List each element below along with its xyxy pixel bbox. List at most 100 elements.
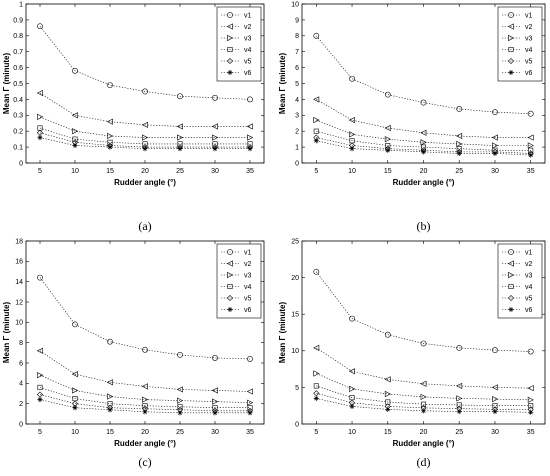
- legend-box: [216, 6, 262, 82]
- data-point-v2: [141, 383, 148, 390]
- legend-label-v3: v3: [244, 273, 252, 280]
- legend-marker-v4: [508, 283, 514, 290]
- legend-box: [497, 6, 543, 82]
- legend-marker-v1: [508, 12, 514, 18]
- legend-label-v6: v6: [244, 307, 252, 314]
- x-tick-label: 5: [314, 429, 318, 436]
- x-tick-label: 10: [348, 429, 356, 436]
- x-tick-label: 15: [106, 168, 114, 175]
- series-line-v3: [316, 373, 531, 401]
- data-point-v4: [456, 402, 462, 408]
- legend-label-v6: v6: [525, 70, 533, 77]
- data-point-v6: [142, 146, 148, 152]
- panel-caption: (d): [417, 455, 431, 469]
- x-tick-label: 35: [527, 168, 535, 175]
- data-point-v6: [313, 395, 319, 401]
- data-point-v2: [211, 387, 218, 394]
- data-point-v2: [71, 112, 78, 119]
- data-point-v4: [72, 136, 78, 142]
- legend-label-v2: v2: [244, 261, 252, 268]
- data-point-v1: [313, 268, 320, 275]
- data-point-v6: [72, 142, 78, 149]
- y-tick-label: 5: [295, 81, 299, 88]
- data-point-v2: [246, 388, 253, 395]
- data-point-v1: [37, 23, 43, 30]
- data-point-v1: [492, 347, 498, 353]
- legend-label-v1: v1: [525, 13, 533, 20]
- data-point-v3: [247, 134, 254, 141]
- data-point-v1: [349, 315, 355, 322]
- y-tick-label: 1: [295, 145, 299, 152]
- legend-label-v2: v2: [525, 261, 533, 268]
- data-point-v2: [348, 116, 355, 124]
- legend-label-v4: v4: [244, 284, 252, 291]
- legend-label-v1: v1: [244, 13, 252, 20]
- x-tick-label: 35: [246, 168, 254, 175]
- data-point-v6: [492, 408, 498, 415]
- legend-label-v4: v4: [244, 47, 252, 54]
- data-point-v3: [142, 134, 149, 141]
- series-line-v4: [39, 127, 250, 145]
- data-point-v3: [456, 140, 463, 148]
- legend-label-v2: v2: [525, 24, 533, 31]
- x-tick-label: 30: [491, 168, 499, 175]
- data-point-v3: [456, 395, 463, 402]
- x-tick-label: 20: [141, 429, 149, 436]
- data-point-v3: [72, 387, 79, 394]
- legend: v1 v2 v3 v4 v5 v6: [216, 6, 262, 82]
- legend-marker-v6: [227, 306, 233, 313]
- legend-marker-v1: [227, 12, 233, 18]
- data-point-v6: [456, 150, 462, 157]
- data-point-v2: [141, 121, 148, 128]
- data-point-v1: [420, 340, 427, 347]
- data-point-v2: [348, 368, 355, 375]
- y-tick-label: 0.5: [13, 81, 23, 88]
- chart-panel-d: 0 5 10 15 20 25 5 10 15 20 25 30 35 Rudder angle (°) M…: [278, 238, 546, 469]
- x-tick-label: 30: [211, 429, 219, 436]
- data-point-v2: [420, 380, 427, 387]
- data-point-v1: [142, 88, 148, 95]
- legend-label-v5: v5: [244, 59, 252, 66]
- legend-marker-v1: [227, 249, 233, 255]
- series-line-v4: [316, 385, 531, 407]
- data-point-v6: [349, 403, 355, 410]
- data-point-v6: [385, 147, 391, 153]
- y-tick-label: 15: [291, 312, 299, 319]
- data-point-v2: [211, 123, 218, 130]
- x-tick-label: 25: [176, 168, 184, 175]
- legend-label-v6: v6: [525, 307, 533, 314]
- legend-box: [497, 243, 543, 319]
- series-line-v2: [39, 350, 251, 392]
- y-tick-label: 10: [15, 320, 23, 327]
- x-axis-label: Rudder angle (°): [114, 439, 176, 448]
- x-tick-label: 5: [38, 168, 42, 175]
- data-point-v2: [106, 118, 113, 125]
- legend-marker-v3: [508, 271, 515, 279]
- data-point-v6: [37, 134, 43, 141]
- series-line-v1: [39, 26, 251, 100]
- series-v3: [313, 116, 534, 149]
- data-point-v4: [37, 384, 43, 390]
- data-point-v1: [349, 75, 355, 82]
- series-v1: [37, 23, 253, 103]
- y-tick-label: 14: [15, 279, 23, 286]
- data-point-v2: [491, 134, 498, 141]
- x-tick-label: 15: [384, 168, 392, 175]
- x-tick-label: 25: [455, 168, 463, 175]
- y-tick-label: 0: [19, 421, 23, 428]
- legend-label-v5: v5: [525, 59, 533, 66]
- x-axis-label: Rudder angle (°): [114, 178, 176, 187]
- data-point-v1: [107, 82, 113, 88]
- x-tick-label: 25: [176, 429, 184, 436]
- legend-marker-v2: [226, 260, 233, 267]
- y-tick-label: 4: [19, 381, 23, 388]
- data-point-v6: [177, 410, 183, 416]
- data-point-v2: [527, 385, 534, 392]
- legend-label-v4: v4: [525, 284, 533, 291]
- data-point-v3: [420, 393, 427, 401]
- legend-marker-v5: [507, 294, 515, 302]
- data-point-v3: [107, 132, 114, 140]
- data-point-v2: [384, 124, 391, 132]
- data-point-v4: [313, 128, 319, 134]
- data-point-v1: [527, 348, 534, 355]
